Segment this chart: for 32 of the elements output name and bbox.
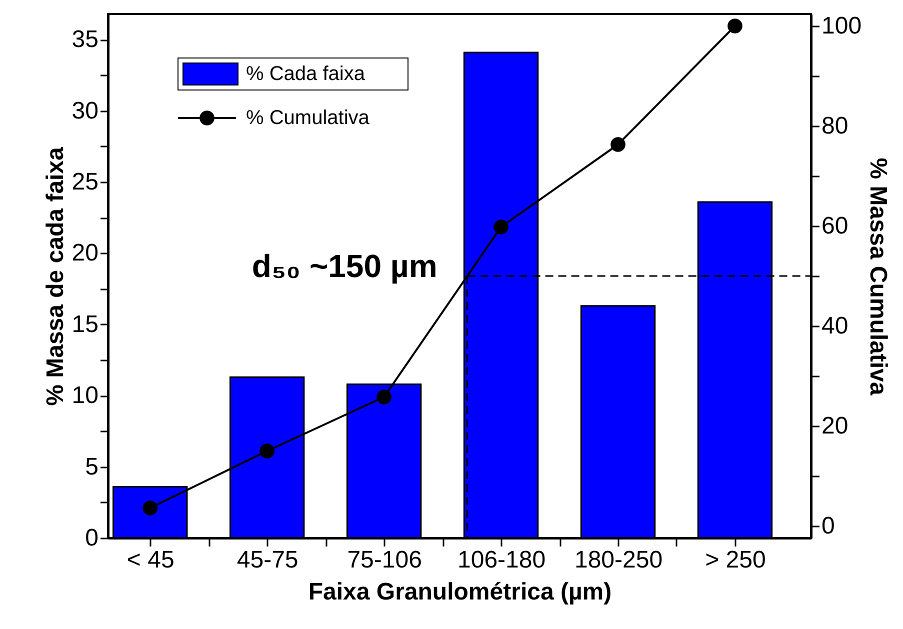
y-axis-title: % Massa de cada faixa	[42, 146, 69, 406]
x-tick-label: < 45	[126, 546, 174, 574]
y-tick-label: 10	[72, 382, 98, 410]
y-tick-label: 30	[72, 97, 98, 124]
point	[260, 444, 274, 458]
y-tick-label: 35	[72, 26, 98, 54]
y-tick-label: 20	[72, 240, 98, 267]
x-tick-label: 45-75	[236, 546, 298, 574]
point	[728, 18, 742, 34]
y2-axis-title: % Massa Cumulativa	[864, 158, 892, 396]
y2-tick-label: 100	[822, 12, 862, 40]
x-tick-label: 180-250	[574, 546, 663, 574]
x-axis-title: Faixa Granulométrica (µm)	[308, 578, 612, 606]
point	[376, 390, 392, 404]
y2-tick-label: 80	[822, 112, 848, 140]
y-tick-label: 25	[72, 168, 98, 196]
ref-line-label: d₅₀ ~150 µm	[252, 248, 438, 284]
y2-tick-label: 0	[822, 512, 835, 540]
y-tick-label: 0	[85, 524, 98, 552]
legend-label: % Cada faixa	[246, 63, 366, 85]
y-tick-label: 5	[85, 453, 98, 480]
x-tick-label: 75-106	[347, 546, 422, 574]
point	[610, 137, 626, 152]
x-tick-label: > 250	[705, 546, 766, 574]
y-tick-label: 15	[72, 310, 98, 338]
x-tick-label: 106-180	[457, 546, 546, 574]
point	[142, 500, 158, 516]
point	[494, 220, 508, 234]
legend-label: % Cumulativa	[246, 107, 370, 129]
y2-tick-label: 40	[822, 312, 848, 340]
y2-tick-label: 20	[822, 412, 848, 440]
y2-tick-label: 60	[822, 212, 848, 240]
